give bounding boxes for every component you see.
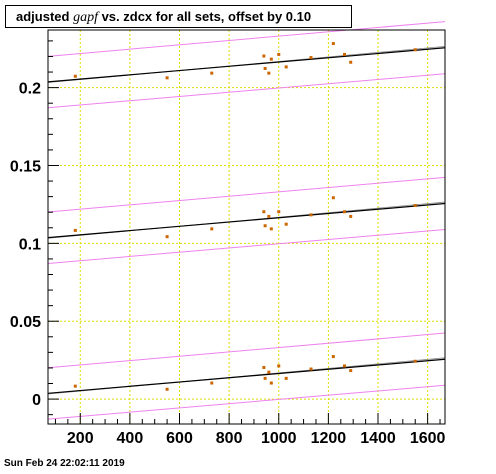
data-point <box>267 214 271 218</box>
data-point <box>263 66 267 70</box>
data-point <box>277 52 281 56</box>
data-point <box>343 52 347 56</box>
x-tick-label: 1200 <box>311 430 347 447</box>
data-point <box>269 381 273 385</box>
x-tick-label: 400 <box>117 430 144 447</box>
data-point <box>263 224 267 228</box>
plot-frame <box>47 29 446 425</box>
data-point <box>73 228 77 232</box>
fit-line <box>47 202 446 239</box>
data-point <box>73 384 77 388</box>
data-point <box>309 56 313 60</box>
data-point <box>269 227 273 231</box>
band-lower-line <box>47 228 446 264</box>
axes: 200 400 600 800 1000 1200 1400 1600 0 0.05 0.1 0.15… <box>10 40 446 447</box>
data-point <box>277 364 281 368</box>
data-point <box>210 381 214 385</box>
band-lower-line <box>47 384 446 420</box>
x-tick-label: 1400 <box>360 430 396 447</box>
grid <box>48 30 445 424</box>
x-tick-label: 800 <box>216 430 243 447</box>
y-tick-label: 0 <box>32 392 41 409</box>
data-point <box>262 54 266 58</box>
fit-lines <box>47 45 446 395</box>
data-point <box>331 355 335 359</box>
title-prefix: adjusted <box>16 9 74 24</box>
data-points <box>73 42 417 391</box>
data-point <box>165 387 169 391</box>
data-point <box>413 204 417 208</box>
x-tick-label: 1600 <box>410 430 446 447</box>
data-point <box>165 235 169 239</box>
data-point <box>267 71 271 75</box>
band-upper-line <box>47 332 446 369</box>
timestamp: Sun Feb 24 22:02:11 2019 <box>4 458 125 469</box>
data-point <box>210 71 214 75</box>
title-symbol: gapf <box>73 10 98 25</box>
data-point <box>349 214 353 218</box>
fit-line <box>47 358 446 394</box>
data-point <box>263 376 267 380</box>
data-point <box>413 48 417 52</box>
data-point <box>284 65 288 69</box>
band-upper-line <box>47 176 446 213</box>
chart-title: adjusted gapf vs. zdcx for all sets, off… <box>5 5 352 28</box>
data-point <box>343 210 347 214</box>
x-tick-label: 1000 <box>261 430 297 447</box>
data-point <box>343 364 347 368</box>
data-point <box>413 359 417 363</box>
data-point <box>349 60 353 64</box>
y-tick-label: 0.05 <box>10 314 41 331</box>
data-point <box>262 210 266 214</box>
data-point <box>309 213 313 217</box>
data-point <box>284 222 288 226</box>
band-upper-line <box>47 21 446 57</box>
data-point <box>284 376 288 380</box>
x-tick-label: 200 <box>67 430 94 447</box>
title-suffix: vs. zdcx for all sets, offset by 0.10 <box>97 9 312 24</box>
x-tick-label: 600 <box>166 430 193 447</box>
data-point <box>262 365 266 369</box>
y-tick-label: 0.1 <box>19 236 41 253</box>
y-tick-label: 0.2 <box>19 81 41 98</box>
y-tick-label: 0.15 <box>10 158 41 175</box>
data-point <box>349 369 353 373</box>
data-point <box>331 42 335 46</box>
data-point <box>73 74 77 78</box>
data-point <box>210 227 214 231</box>
data-point <box>267 370 271 374</box>
data-point <box>269 57 273 61</box>
data-point <box>309 367 313 371</box>
data-point <box>277 210 281 214</box>
fit-line <box>47 47 446 83</box>
band-lower-line <box>47 73 446 109</box>
band-lines <box>47 21 446 420</box>
data-point <box>331 196 335 200</box>
data-point <box>165 76 169 80</box>
